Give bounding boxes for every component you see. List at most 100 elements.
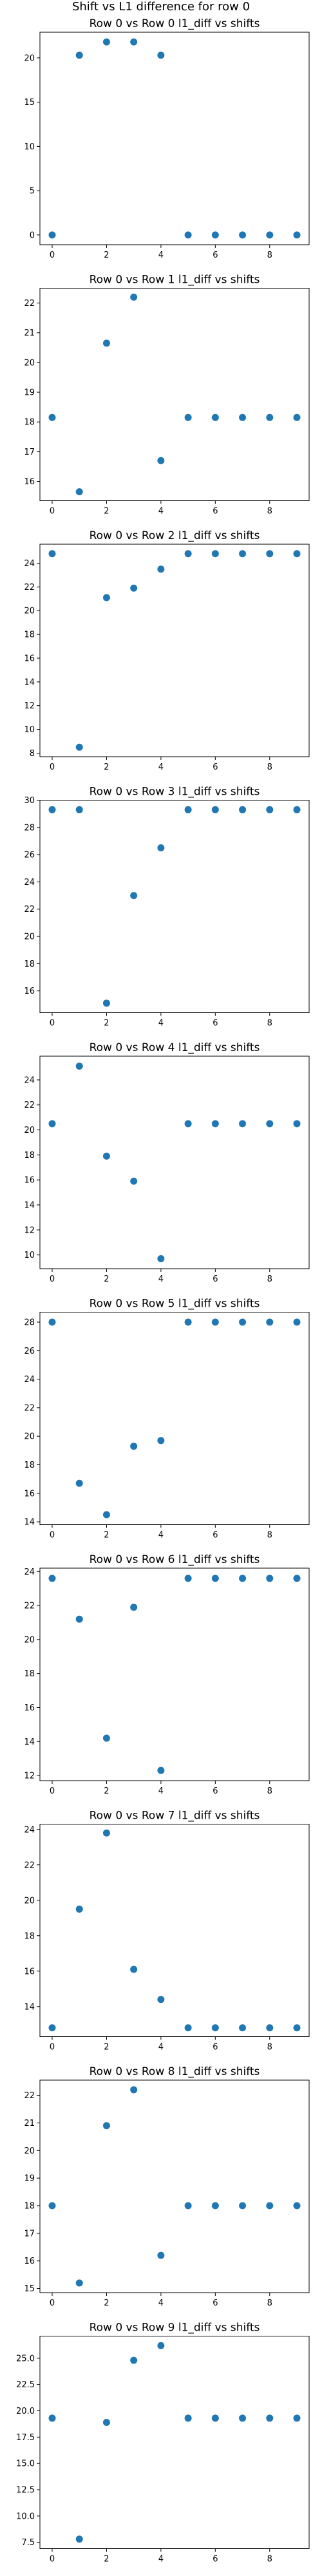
y-tick-label: 15.0 (16, 2459, 35, 2469)
data-point (184, 231, 192, 239)
x-tick-label: 4 (158, 1274, 164, 1284)
y-tick-label: 25.0 (16, 2354, 35, 2363)
data-point (266, 1120, 274, 1128)
x-tick-label: 8 (267, 251, 272, 260)
subplot-title: Row 0 vs Row 6 l1_diff vs shifts (90, 1553, 260, 1566)
y-tick-label: 16 (24, 654, 35, 663)
data-point (130, 293, 138, 301)
y-tick-label: 12 (24, 1226, 35, 1235)
x-tick-label: 2 (104, 1531, 109, 1540)
x-tick-label: 4 (158, 507, 164, 516)
subplot-1: Row 0 vs Row 1 l1_diff vs shifts 0 2 4 6 8 16 1… (24, 274, 310, 516)
y-tick-label: 15 (24, 2284, 35, 2294)
y-tick-label: 16 (24, 477, 35, 487)
x-tick-label: 0 (50, 507, 55, 516)
subplot-title: Row 0 vs Row 7 l1_diff vs shifts (90, 1810, 260, 1823)
y-tick-label: 18 (24, 630, 35, 640)
y-tick-label: 17 (24, 2229, 35, 2239)
data-point (75, 1615, 83, 1623)
y-tick-label: 22 (24, 583, 35, 592)
x-tick-label: 8 (267, 1019, 272, 1028)
y-tick-label: 28 (24, 1318, 35, 1328)
x-tick-label: 0 (50, 1274, 55, 1284)
subplot-title: Row 0 vs Row 8 l1_diff vs shifts (90, 2065, 260, 2078)
y-tick-label: 10.0 (16, 2512, 35, 2521)
y-tick-label: 17 (24, 448, 35, 457)
data-point (293, 2202, 301, 2210)
x-tick-label: 2 (104, 1019, 109, 1028)
x-tick-label: 6 (213, 1274, 218, 1284)
data-point (293, 1318, 301, 1326)
y-tick-label: 22 (24, 299, 35, 308)
subplot-8: Row 0 vs Row 8 l1_diff vs shifts 0 2 4 6 8 15 1… (24, 2065, 310, 2308)
y-tick-label: 16 (24, 1176, 35, 1186)
data-point (184, 2202, 192, 2210)
x-tick-label: 6 (213, 1019, 218, 1028)
axes-frame (39, 2079, 310, 2293)
data-point (48, 231, 56, 239)
data-point (102, 38, 110, 46)
x-tick-label: 0 (50, 2043, 55, 2052)
data-point (293, 550, 301, 558)
y-tick-label: 17.5 (16, 2433, 35, 2443)
data-point (75, 743, 83, 751)
data-point (211, 231, 219, 239)
y-tick-label: 12 (24, 701, 35, 711)
axes-frame (39, 288, 310, 501)
x-tick-label: 4 (158, 762, 164, 772)
data-point (239, 2202, 247, 2210)
data-point (75, 52, 83, 59)
data-point (130, 1604, 138, 1611)
data-point (157, 1996, 165, 2003)
data-point (102, 594, 110, 601)
x-tick-label: 8 (267, 2298, 272, 2308)
data-point (211, 1120, 219, 1128)
x-tick-label: 2 (104, 2555, 109, 2564)
x-tick-label: 8 (267, 1531, 272, 1540)
x-tick-label: 2 (104, 762, 109, 772)
data-point (266, 2414, 274, 2422)
y-tick-label: 22 (24, 1101, 35, 1110)
y-tick-label: 12.5 (16, 2486, 35, 2496)
data-point (75, 806, 83, 813)
data-point (184, 1120, 192, 1128)
data-point (157, 2251, 165, 2259)
data-point (48, 2024, 56, 2032)
x-tick-label: 6 (213, 1531, 218, 1540)
data-point (266, 806, 274, 813)
x-tick-label: 6 (213, 762, 218, 772)
x-tick-label: 2 (104, 1274, 109, 1284)
data-point (184, 2024, 192, 2032)
y-tick-label: 20 (24, 53, 35, 63)
y-tick-label: 18 (24, 960, 35, 969)
axes-frame (39, 32, 310, 245)
x-tick-label: 0 (50, 762, 55, 772)
y-tick-label: 18 (24, 1151, 35, 1160)
x-tick-label: 4 (158, 1786, 164, 1796)
y-tick-label: 12 (24, 1772, 35, 1781)
y-tick-label: 21 (24, 2119, 35, 2128)
y-tick-label: 18 (24, 1669, 35, 1679)
x-tick-label: 4 (158, 2555, 164, 2564)
y-tick-label: 22 (24, 905, 35, 914)
x-tick-label: 4 (158, 1531, 164, 1540)
data-point (48, 2202, 56, 2210)
y-tick-label: 30 (24, 796, 35, 806)
x-tick-label: 0 (50, 2298, 55, 2308)
data-point (211, 413, 219, 421)
y-tick-label: 24 (24, 1567, 35, 1577)
data-point (48, 413, 56, 421)
data-point (184, 413, 192, 421)
axes-frame (39, 2336, 310, 2549)
x-tick-label: 8 (267, 1274, 272, 1284)
data-point (130, 1177, 138, 1185)
data-point (102, 2418, 110, 2426)
x-tick-label: 8 (267, 762, 272, 772)
y-tick-label: 24 (24, 878, 35, 887)
y-tick-label: 24 (24, 1375, 35, 1385)
y-tick-label: 20 (24, 1896, 35, 1906)
